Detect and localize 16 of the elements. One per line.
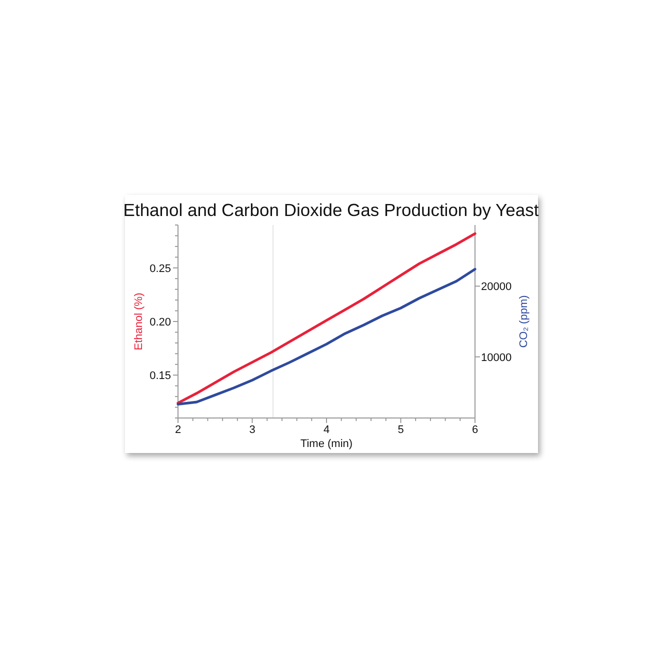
line-series	[176, 268, 476, 406]
x-tick-label: 3	[249, 424, 256, 436]
y-tick-label: 0.20	[150, 316, 171, 328]
x-tick-label: 5	[398, 424, 404, 436]
y-tick-label: 0.15	[150, 370, 171, 382]
y-tick-label: 0.25	[150, 262, 171, 275]
y2-axis-title: CO₂ (ppm)	[518, 295, 530, 348]
x-tick-label: 6	[472, 424, 478, 436]
x-axis-title: Time (min)	[300, 438, 353, 450]
y2-tick-label: 10000	[481, 352, 512, 364]
chart-title: Ethanol and Carbon Dioxide Gas Production by Yeast	[123, 200, 539, 220]
y2-tick-label: 20000	[481, 281, 512, 294]
line-series	[176, 232, 476, 404]
y-axis-title: Ethanol (%)	[133, 292, 145, 350]
x-tick-label: 2	[174, 424, 182, 436]
x-tick-label: 4	[323, 424, 330, 436]
